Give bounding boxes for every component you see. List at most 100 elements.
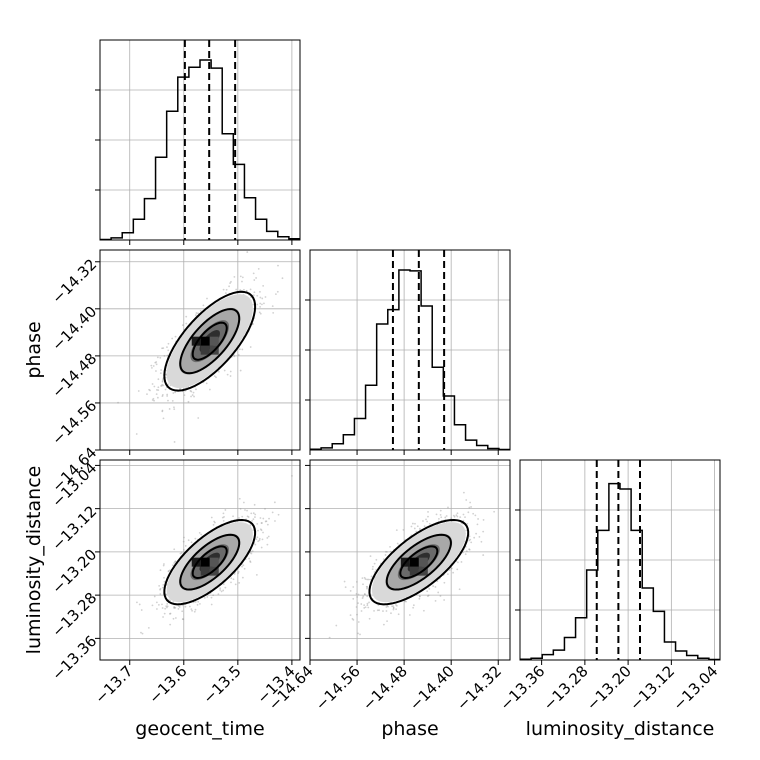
- scatter-point: [373, 562, 376, 565]
- scatter-point: [180, 551, 183, 554]
- scatter-point: [210, 603, 213, 606]
- scatter-point: [255, 574, 258, 576]
- scatter-point: [422, 520, 424, 522]
- scatter-point: [253, 503, 256, 506]
- scatter-point: [185, 315, 188, 318]
- scatter-point: [224, 586, 227, 589]
- scatter-point: [427, 594, 430, 597]
- scatter-panel-luminosity_distance-vs-geocent_time: [95, 459, 301, 665]
- scatter-point: [410, 525, 413, 528]
- scatter-point: [493, 510, 496, 513]
- x-tick-label-luminosity_distance: −13.20: [583, 662, 635, 714]
- y-tick-label-luminosity_distance: −13.28: [48, 589, 100, 641]
- scatter-point: [249, 346, 252, 348]
- scatter-point: [386, 550, 388, 553]
- scatter-point: [217, 370, 220, 373]
- scatter-point: [249, 560, 252, 563]
- scatter-point: [233, 573, 236, 575]
- scatter-point: [450, 517, 453, 520]
- scatter-point: [443, 599, 446, 601]
- scatter-point: [245, 289, 248, 292]
- scatter-point: [162, 417, 165, 420]
- x-tick-label-phase: −14.32: [453, 662, 505, 714]
- scatter-point: [217, 593, 220, 596]
- scatter-panel-luminosity_distance-vs-phase: [305, 459, 511, 665]
- histogram-luminosity_distance: [520, 482, 720, 660]
- contour-level-2: [191, 545, 228, 579]
- density-block-3: [200, 345, 210, 355]
- scatter-point: [261, 538, 264, 541]
- scatter-point: [174, 335, 177, 338]
- scatter-point: [468, 506, 471, 509]
- scatter-point: [357, 602, 359, 605]
- panel-frame: [99, 459, 301, 661]
- scatter-point: [389, 550, 392, 553]
- scatter-point: [462, 519, 465, 522]
- scatter-point: [450, 567, 453, 570]
- scatter-point: [161, 347, 163, 350]
- scatter-point: [391, 605, 393, 608]
- scatter-point: [229, 282, 231, 285]
- scatter-point: [166, 395, 169, 397]
- scatter-point: [219, 587, 222, 590]
- scatter-point: [232, 515, 234, 518]
- scatter-point: [384, 550, 387, 553]
- scatter-point: [467, 511, 470, 514]
- scatter-point: [173, 548, 176, 551]
- scatter-point: [363, 604, 366, 607]
- y-tick-label-luminosity_distance: −13.36: [48, 632, 100, 684]
- scatter-point: [363, 576, 366, 579]
- scatter-point: [197, 600, 200, 603]
- scatter-point: [452, 571, 455, 574]
- scatter-point: [195, 312, 198, 314]
- scatter-point: [166, 605, 169, 608]
- scatter-point: [155, 393, 158, 396]
- scatter-point: [183, 394, 186, 397]
- scatter-point: [163, 580, 166, 583]
- y-axis-label-luminosity_distance: luminosity_distance: [23, 466, 45, 655]
- scatter-point: [397, 613, 400, 616]
- x-tick-label-geocent_time: −13.7: [91, 662, 136, 707]
- scatter-point: [195, 314, 197, 317]
- scatter-point: [167, 570, 170, 572]
- scatter-point: [477, 518, 479, 520]
- scatter-point: [254, 516, 256, 518]
- scatter-point: [190, 390, 193, 393]
- scatter-point: [256, 303, 259, 306]
- scatter-point: [172, 617, 175, 620]
- scatter-point: [366, 587, 368, 590]
- scatter-point: [277, 264, 279, 267]
- scatter-point: [239, 507, 242, 510]
- scatter-point: [386, 620, 388, 623]
- scatter-point: [158, 585, 161, 587]
- scatter-point: [259, 290, 261, 293]
- scatter-point: [239, 289, 242, 291]
- scatter-point: [351, 617, 354, 620]
- scatter-point: [235, 288, 238, 291]
- scatter-point: [163, 576, 165, 579]
- scatter-point: [182, 548, 185, 551]
- scatter-point: [147, 626, 150, 629]
- scatter-point: [208, 388, 211, 391]
- scatter-point: [364, 578, 367, 580]
- scatter-point: [173, 408, 176, 411]
- scatter-point: [458, 588, 461, 591]
- scatter-point: [448, 569, 451, 571]
- density-block-1: [191, 557, 201, 567]
- scatter-point: [163, 563, 165, 565]
- scatter-point: [264, 296, 267, 298]
- scatter-point: [378, 609, 381, 612]
- scatter-point: [474, 514, 477, 517]
- scatter-point: [181, 610, 184, 613]
- scatter-point: [138, 603, 141, 606]
- x-tick-label-phase: −14.56: [312, 662, 364, 714]
- scatter-point: [462, 491, 465, 494]
- scatter-point: [291, 475, 293, 477]
- scatter-point: [437, 591, 440, 594]
- scatter-point: [196, 603, 199, 606]
- scatter-point: [363, 593, 366, 595]
- scatter-point: [171, 564, 174, 567]
- scatter-point: [159, 593, 162, 595]
- scatter-point: [164, 607, 167, 610]
- scatter-point: [156, 396, 159, 399]
